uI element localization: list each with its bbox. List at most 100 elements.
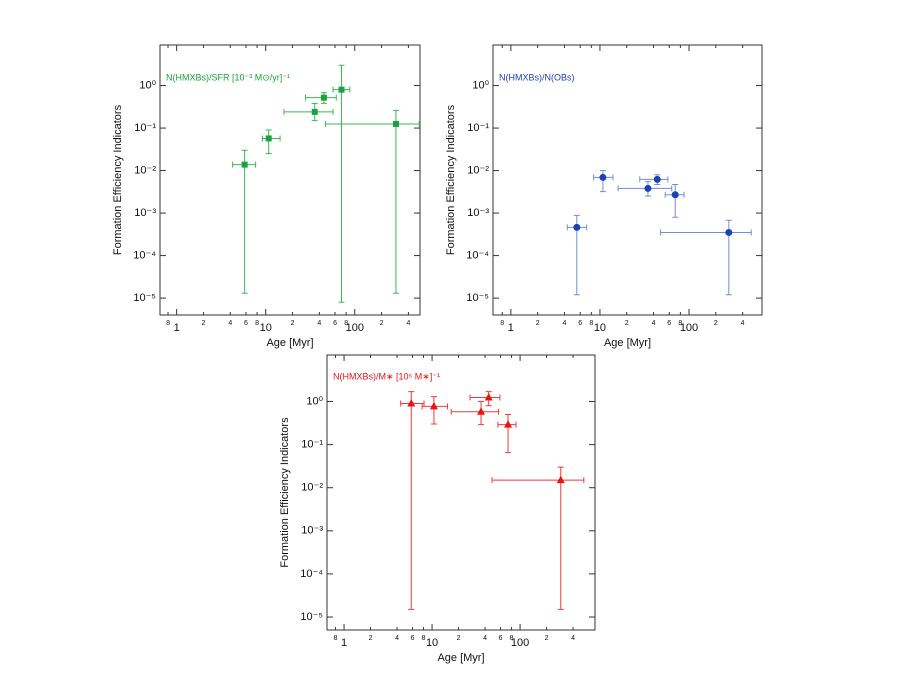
x-tick-label: 8 bbox=[422, 635, 426, 642]
y-tick-label: 10⁻² bbox=[301, 482, 323, 494]
x-axis-label: Age [Myr] bbox=[266, 337, 313, 349]
marker bbox=[644, 184, 652, 192]
marker bbox=[429, 401, 438, 410]
x-tick-label: 2 bbox=[291, 320, 295, 327]
y-tick-label: 10⁻² bbox=[467, 164, 489, 176]
y-tick-label: 10⁻³ bbox=[467, 207, 489, 219]
annotation: N(HMXBs)/N(OBs) bbox=[499, 72, 575, 82]
y-tick-label: 10⁻⁴ bbox=[466, 249, 489, 261]
y-error-bar bbox=[408, 391, 415, 610]
plot-frame bbox=[159, 44, 421, 316]
x-tick-label: 2 bbox=[202, 320, 206, 327]
y-tick-label: 10⁻⁵ bbox=[300, 611, 323, 623]
x-tick-label: 8 bbox=[510, 635, 514, 642]
x-tick-label: 6 bbox=[411, 635, 415, 642]
y-tick-label: 10⁻³ bbox=[134, 207, 156, 219]
x-tick-label: 2 bbox=[625, 320, 629, 327]
x-tick-label: 1 bbox=[174, 322, 180, 334]
x-tick-label: 2 bbox=[714, 320, 718, 327]
y-tick-label: 10⁻⁵ bbox=[466, 292, 489, 304]
y-axis-label: Formation Efficiency Indicators bbox=[279, 417, 291, 568]
marker bbox=[311, 108, 318, 115]
x-tick-label: 2 bbox=[536, 320, 540, 327]
x-axis-label: Age [Myr] bbox=[604, 337, 651, 349]
y-error-bar bbox=[392, 109, 399, 294]
x-tick-label: 4 bbox=[317, 320, 321, 327]
x-tick-label: 8 bbox=[678, 320, 682, 327]
marker bbox=[556, 475, 565, 484]
x-error-bar bbox=[491, 477, 585, 484]
marker bbox=[407, 398, 416, 407]
marker bbox=[504, 420, 513, 428]
x-tick-label: 4 bbox=[228, 320, 232, 327]
x-tick-label: 4 bbox=[563, 320, 567, 327]
y-tick-label: 10⁻¹ bbox=[467, 122, 489, 134]
x-tick-label: 10 bbox=[260, 322, 272, 334]
x-tick-label: 6 bbox=[578, 320, 582, 327]
marker bbox=[599, 173, 607, 181]
x-tick-label: 8 bbox=[500, 320, 504, 327]
y-tick-label: 10⁻¹ bbox=[134, 122, 156, 134]
x-error-bar bbox=[469, 394, 501, 401]
y-error-bar bbox=[430, 396, 437, 425]
x-tick-label: 2 bbox=[369, 635, 373, 642]
x-tick-label: 6 bbox=[333, 320, 337, 327]
x-tick-label: 6 bbox=[499, 635, 503, 642]
y-tick-label: 10⁻⁴ bbox=[133, 249, 156, 261]
y-tick-label: 10⁰ bbox=[306, 395, 323, 407]
x-tick-label: 8 bbox=[334, 635, 338, 642]
x-error-bar bbox=[283, 108, 334, 115]
x-tick-label: 8 bbox=[344, 320, 348, 327]
x-error-bar bbox=[325, 120, 420, 127]
y-error-bar bbox=[241, 149, 248, 294]
x-error-bar bbox=[450, 408, 500, 415]
marker bbox=[338, 86, 345, 93]
y-tick-label: 10⁻² bbox=[134, 164, 156, 176]
y-tick-label: 10⁰ bbox=[139, 79, 156, 91]
marker bbox=[725, 228, 733, 236]
y-tick-label: 10⁰ bbox=[472, 79, 489, 91]
x-tick-label: 100 bbox=[346, 322, 364, 334]
y-error-bar bbox=[338, 64, 345, 303]
y-tick-label: 10⁻⁵ bbox=[133, 292, 156, 304]
y-axis-label: Formation Efficiency Indicators bbox=[445, 104, 457, 255]
marker bbox=[573, 223, 581, 231]
marker bbox=[484, 392, 493, 401]
x-tick-label: 8 bbox=[255, 320, 259, 327]
marker bbox=[320, 94, 327, 101]
y-error-bar bbox=[599, 170, 606, 193]
marker bbox=[653, 175, 661, 183]
plot-frame bbox=[492, 44, 763, 316]
y-error-bar bbox=[557, 466, 564, 610]
x-tick-label: 4 bbox=[406, 320, 410, 327]
x-tick-label: 10 bbox=[594, 322, 606, 334]
marker bbox=[241, 161, 248, 168]
annotation: N(HMXBs)/M∗ [10⁵ M∗]⁻¹ bbox=[333, 371, 440, 381]
x-tick-label: 6 bbox=[244, 320, 248, 327]
x-tick-label: 1 bbox=[341, 637, 347, 649]
x-tick-label: 100 bbox=[680, 322, 698, 334]
marker bbox=[671, 191, 679, 199]
x-axis-label: Age [Myr] bbox=[437, 652, 484, 664]
x-tick-label: 4 bbox=[395, 635, 399, 642]
y-tick-label: 10⁻⁴ bbox=[300, 568, 323, 580]
y-error-bar bbox=[672, 184, 679, 218]
y-tick-label: 10⁻¹ bbox=[301, 439, 323, 451]
x-tick-label: 2 bbox=[545, 635, 549, 642]
x-tick-label: 2 bbox=[380, 320, 384, 327]
y-error-bar bbox=[265, 129, 272, 155]
x-tick-label: 2 bbox=[457, 635, 461, 642]
x-tick-label: 4 bbox=[741, 320, 745, 327]
x-tick-label: 4 bbox=[652, 320, 656, 327]
x-tick-label: 1 bbox=[508, 322, 514, 334]
x-tick-label: 4 bbox=[483, 635, 487, 642]
marker bbox=[477, 407, 486, 415]
x-tick-label: 100 bbox=[511, 637, 529, 649]
y-tick-label: 10⁻³ bbox=[301, 525, 323, 537]
marker bbox=[265, 135, 272, 142]
x-tick-label: 4 bbox=[571, 635, 575, 642]
